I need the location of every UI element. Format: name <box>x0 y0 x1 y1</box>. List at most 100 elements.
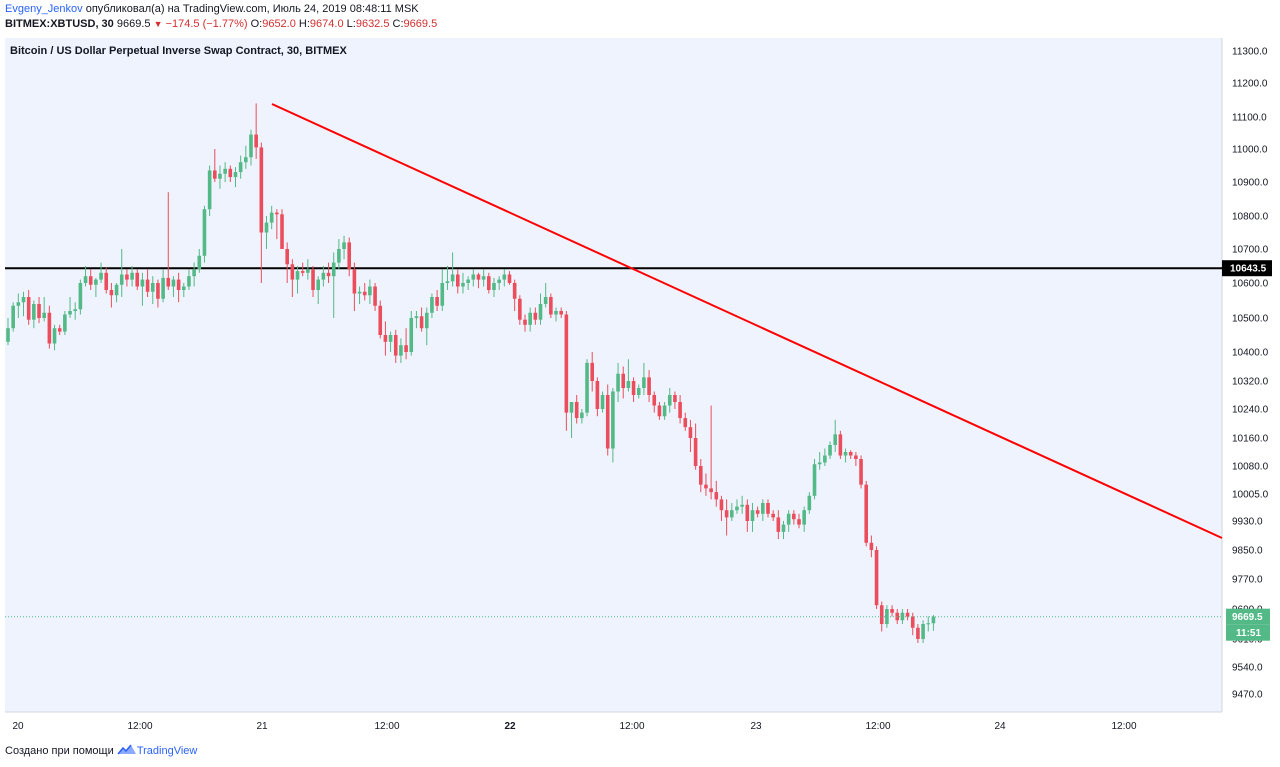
candle-up <box>817 462 822 465</box>
y-tick-label: 10800.0 <box>1232 212 1269 223</box>
symbol-info: BITMEX:XBTUSD, 30 9669.5 ▼ −174.5 (−1.77… <box>5 18 437 30</box>
candle-up <box>68 311 72 315</box>
candle-down <box>383 335 388 342</box>
candle-down <box>166 277 171 287</box>
candle-up <box>740 504 744 507</box>
candle-up <box>611 391 615 449</box>
close-label: C: <box>392 18 404 30</box>
candle-down <box>698 466 703 485</box>
candle-up <box>528 312 532 325</box>
candle-up <box>662 405 667 417</box>
candle-down <box>590 362 595 381</box>
candle-down <box>879 605 884 624</box>
candle-down <box>854 455 858 459</box>
candle-down <box>564 314 569 413</box>
author-link[interactable]: Evgeny_Jenkov <box>5 3 83 15</box>
candle-up <box>828 445 832 456</box>
candle-up <box>171 279 176 287</box>
candle-up <box>616 373 620 392</box>
candle-up <box>357 291 362 294</box>
candle-up <box>73 309 78 311</box>
candle-up <box>600 395 605 409</box>
created-with-text: Создано при помощи <box>5 745 114 757</box>
candle-up <box>223 168 227 174</box>
candle-down <box>910 616 915 628</box>
y-tick-label: 9470.0 <box>1232 690 1263 701</box>
candle-up <box>11 305 15 329</box>
candle-up <box>642 377 646 388</box>
candle-down <box>259 147 264 233</box>
candle-up <box>119 274 124 285</box>
candle-down <box>874 550 879 606</box>
candle-down <box>745 504 750 521</box>
candle-up <box>130 272 134 280</box>
tradingview-logo-icon <box>117 744 136 755</box>
down-triangle-icon: ▼ <box>153 19 163 29</box>
candle-up <box>843 452 848 456</box>
candle-down <box>631 381 636 395</box>
candle-up <box>492 283 496 290</box>
candle-down <box>518 298 522 320</box>
candle-down <box>285 249 289 265</box>
candle-down <box>228 168 233 178</box>
candle-up <box>730 510 734 518</box>
candle-up <box>321 272 326 280</box>
candle-down <box>797 519 801 525</box>
candle-down <box>57 328 62 332</box>
candle-up <box>445 281 450 283</box>
candle-down <box>688 427 693 438</box>
candle-up <box>823 455 827 463</box>
candle-down <box>145 279 150 292</box>
candle-down <box>300 271 305 273</box>
candle-up <box>580 412 584 419</box>
candle-down <box>905 612 910 617</box>
candle-down <box>771 513 775 518</box>
candle-up <box>585 362 589 413</box>
open-label: O: <box>250 18 263 30</box>
candle-up <box>6 328 10 342</box>
candle-down <box>673 395 677 402</box>
candle-down <box>709 488 713 493</box>
x-tick-label: 23 <box>750 721 762 732</box>
y-tick-label: 10900.0 <box>1232 178 1269 189</box>
candle-down <box>404 345 408 352</box>
candle-up <box>636 388 641 395</box>
y-tick-label: 10320.0 <box>1232 377 1269 388</box>
candle-down <box>347 242 352 270</box>
y-tick-label: 10160.0 <box>1232 434 1269 445</box>
candle-down <box>776 517 781 532</box>
horizontal-level-label: 10643.5 <box>1230 264 1267 275</box>
candle-up <box>202 209 207 256</box>
y-tick-label: 10400.0 <box>1232 348 1269 359</box>
y-tick-label: 10600.0 <box>1232 279 1269 290</box>
last-price: 9669.5 <box>116 18 151 30</box>
candle-up <box>409 318 414 352</box>
candle-up <box>244 157 248 163</box>
y-tick-label: 11300.0 <box>1232 47 1268 58</box>
candle-up <box>94 279 98 285</box>
tradingview-brand[interactable]: TradingView <box>136 745 198 757</box>
candle-up <box>812 464 817 496</box>
candle-down <box>362 291 367 296</box>
candle-up <box>538 304 543 320</box>
candle-up <box>42 312 46 318</box>
candle-up <box>192 269 196 277</box>
symbol-name: BITMEX:XBTUSD, 30 <box>5 18 114 30</box>
candle-down <box>605 395 610 449</box>
candle-down <box>104 272 109 290</box>
candle-up <box>99 272 103 280</box>
chart-plot-area[interactable] <box>5 38 1222 712</box>
y-tick-label: 10700.0 <box>1232 245 1269 256</box>
candle-down <box>393 335 398 356</box>
candle-up <box>761 503 765 514</box>
candle-down <box>275 212 279 215</box>
publish-info: Evgeny_Jenkov опубликовал(а) на TradingV… <box>5 3 419 15</box>
candle-up <box>368 286 372 296</box>
candle-up <box>52 328 57 344</box>
y-tick-label: 9930.0 <box>1232 517 1263 528</box>
candle-up <box>150 283 155 292</box>
y-tick-label: 9850.0 <box>1232 546 1263 557</box>
candle-up <box>207 170 212 210</box>
candle-down <box>455 274 460 287</box>
candle-up <box>802 510 806 525</box>
